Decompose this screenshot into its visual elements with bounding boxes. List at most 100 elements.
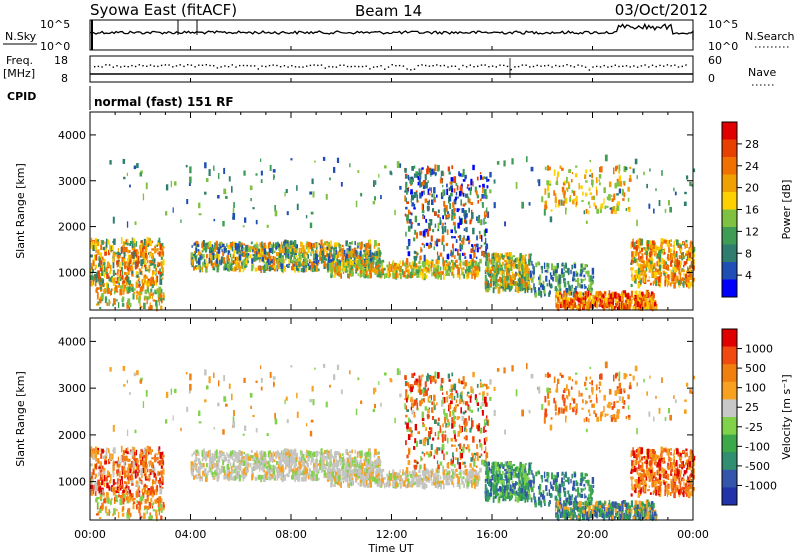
echo-cell: [407, 273, 409, 279]
echo-cell: [136, 279, 138, 283]
echo-cell: [635, 251, 638, 257]
echo-cell: [427, 261, 430, 268]
echo-cell: [461, 183, 463, 189]
echo-cell: [314, 265, 316, 272]
echo-cell: [409, 176, 412, 184]
echo-cell: [126, 512, 129, 519]
echo-cell: [93, 485, 95, 491]
echo-cell: [598, 299, 600, 304]
echo-cell: [446, 254, 450, 259]
echo-cell: [685, 239, 688, 243]
echo-cell: [143, 238, 146, 246]
echo-cell: [123, 247, 126, 255]
echo-cell: [372, 252, 376, 256]
echo-cell: [244, 250, 247, 254]
echo-cell: [146, 476, 148, 479]
echo-cell: [100, 260, 103, 266]
echo-cell: [116, 462, 119, 467]
echo-cell: [219, 241, 221, 246]
echo-cell: [312, 265, 315, 273]
echo-cell: [240, 251, 243, 255]
echo-cell: [285, 250, 288, 254]
echo-cell: [97, 458, 100, 464]
echo-cell: [313, 260, 316, 263]
echo-cell: [99, 516, 102, 519]
echo-cell: [448, 261, 450, 267]
nave-dot: [276, 64, 278, 67]
echo-cell: [273, 459, 276, 462]
echo-cell: [673, 282, 676, 289]
echo-cell: [103, 482, 106, 488]
echo-cell: [428, 222, 431, 229]
echo-cell: [615, 166, 617, 172]
echo-cell: [408, 240, 411, 247]
echo-cell: [446, 217, 449, 220]
echo-cell: [121, 480, 124, 485]
echo-cell: [200, 476, 203, 479]
echo-cell: [142, 452, 144, 455]
echo-cell: [112, 461, 116, 466]
echo-cell: [151, 278, 154, 282]
echo-cell: [147, 450, 149, 456]
echo-cell: [546, 262, 549, 268]
echo-cell: [682, 242, 685, 245]
echo-cell: [413, 207, 416, 210]
nave-dot: [172, 66, 174, 68]
echo-cell: [380, 195, 382, 200]
echo-cell: [125, 485, 128, 489]
echo-cell: [637, 251, 640, 256]
echo-cell: [128, 486, 130, 490]
echo-cell: [326, 250, 329, 254]
echo-cell: [427, 268, 430, 271]
echo-cell: [442, 189, 444, 197]
echo-cell: [124, 242, 127, 245]
nave-dot: [157, 65, 159, 68]
echo-cell: [608, 298, 611, 302]
echo-cell: [567, 280, 570, 285]
echo-cell: [230, 257, 233, 261]
echo-cell: [444, 204, 446, 211]
echo-cell: [286, 211, 289, 216]
echo-cell: [619, 303, 622, 310]
echo-cell: [452, 221, 456, 226]
echo-cell: [688, 279, 690, 286]
echo-cell: [643, 264, 646, 269]
echo-cell: [131, 461, 134, 468]
echo-cell: [368, 239, 371, 247]
echo-cell: [440, 192, 444, 200]
echo-cell: [110, 454, 112, 461]
echo-cell: [373, 464, 376, 469]
echo-cell: [99, 482, 102, 486]
echo-cell: [139, 269, 142, 273]
echo-cell: [199, 255, 202, 259]
echo-cell: [646, 240, 650, 245]
echo-cell: [115, 490, 118, 494]
echo-cell: [547, 184, 550, 192]
echo-cell: [519, 275, 521, 281]
echo-cell: [564, 296, 567, 302]
echo-cell: [203, 259, 207, 265]
echo-cell: [621, 188, 624, 196]
echo-cell: [406, 258, 409, 265]
echo-cell: [135, 504, 138, 510]
echo-cell: [451, 179, 453, 185]
echo-cell: [234, 259, 236, 264]
echo-cell: [672, 244, 675, 248]
echo-cell: [402, 269, 404, 275]
echo-cell: [417, 176, 419, 180]
echo-cell: [486, 288, 490, 293]
echo-cell: [132, 471, 134, 475]
echo-cell: [565, 287, 569, 293]
echo-cell: [634, 270, 637, 274]
echo-cell: [483, 218, 485, 225]
echo-cell: [686, 259, 688, 264]
echo-cell: [159, 268, 161, 272]
echo-cell: [430, 235, 433, 242]
echo-cell: [235, 260, 238, 266]
echo-cell: [564, 270, 568, 273]
echo-cell: [315, 258, 318, 265]
echo-cell: [471, 262, 474, 267]
echo-cell: [473, 249, 476, 254]
echo-cell: [670, 253, 673, 260]
echo-cell: [681, 257, 684, 261]
